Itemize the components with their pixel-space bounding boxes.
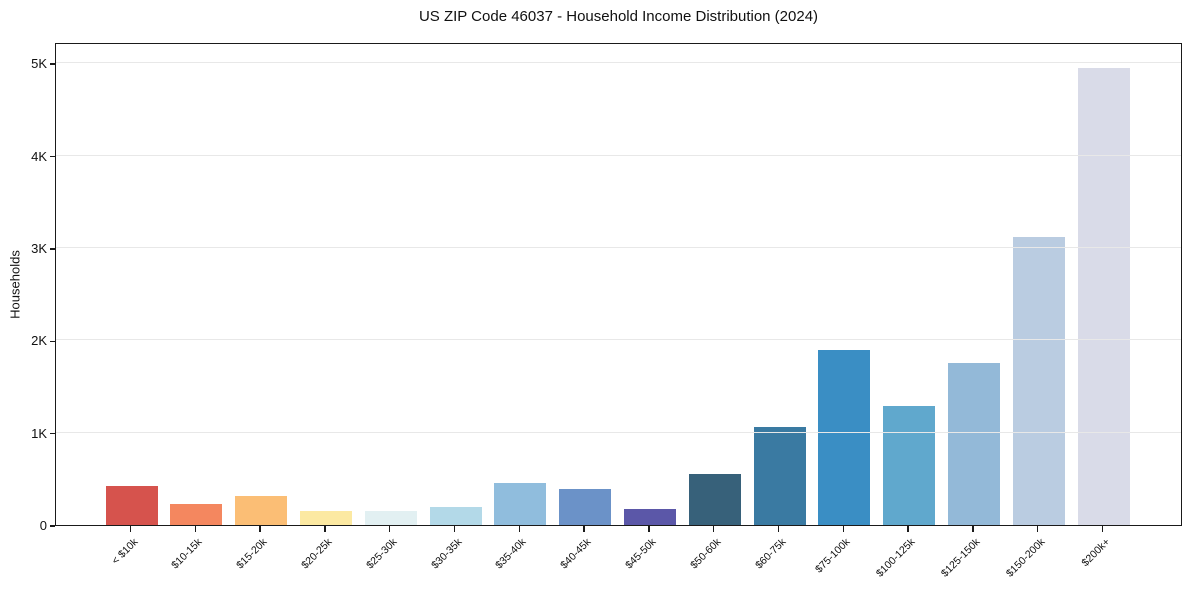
bar-60-75k	[753, 427, 806, 525]
bar-25-30k	[364, 511, 417, 525]
x-tick-10-15k	[194, 526, 197, 532]
y-tick-label-3k: 3K	[31, 240, 47, 256]
bar-10-15k	[170, 503, 223, 525]
y-tick-5k	[50, 63, 55, 65]
x-tick-125-150k	[972, 526, 974, 532]
y-tick-3k	[50, 248, 55, 250]
x-tick-30-35k	[453, 526, 456, 532]
x-tick-25-30k	[388, 526, 391, 532]
x-tick-10k	[129, 526, 132, 532]
x-tick-20-25k	[324, 526, 326, 532]
y-tick-label-0: 0	[39, 518, 47, 533]
x-tick-75-100k	[842, 526, 845, 532]
gridline-4k	[56, 154, 1181, 156]
bar-100-125k	[883, 405, 936, 525]
y-tick-label-1k: 1K	[31, 425, 47, 441]
x-tick-60-75k	[777, 526, 780, 532]
gridline-2k	[56, 339, 1181, 341]
y-tick-1k	[50, 432, 55, 435]
y-tick-label-4k: 4K	[31, 148, 47, 164]
x-tick-100-125k	[907, 526, 909, 532]
y-tick-0	[50, 525, 55, 527]
x-tick-40-45k	[583, 526, 585, 532]
bar-125-150k	[947, 363, 1000, 525]
bar-75-100k	[818, 349, 871, 525]
bar-150-200k	[1012, 236, 1065, 525]
bar-30-35k	[429, 507, 482, 525]
y-tick-2k	[50, 340, 55, 343]
plot-area	[55, 43, 1182, 526]
gridline-3k	[56, 246, 1181, 248]
y-tick-4k	[50, 155, 55, 158]
gridline-5k	[56, 62, 1181, 64]
x-tick-200k	[1101, 526, 1104, 532]
bar-35-40k	[494, 483, 547, 525]
y-tick-label-2k: 2K	[31, 333, 47, 349]
bar-10k	[105, 486, 158, 525]
x-tick-150-200k	[1036, 526, 1039, 532]
bar-50-60k	[688, 474, 741, 525]
x-tick-35-40k	[518, 526, 521, 532]
x-tick-15-20k	[259, 526, 261, 532]
chart-title: US ZIP Code 46037 - Household Income Dis…	[418, 8, 819, 25]
bar-20-25k	[299, 510, 352, 525]
x-tick-label-10k: < $10k	[108, 536, 140, 567]
bar-15-20k	[235, 496, 288, 525]
y-tick-label-5k: 5K	[31, 56, 47, 72]
x-tick-45-50k	[648, 526, 650, 532]
bar-40-45k	[559, 488, 612, 525]
bar-45-50k	[623, 509, 676, 525]
x-tick-50-60k	[712, 526, 715, 532]
gridline-1k	[56, 431, 1181, 433]
bar-200k	[1077, 67, 1130, 525]
